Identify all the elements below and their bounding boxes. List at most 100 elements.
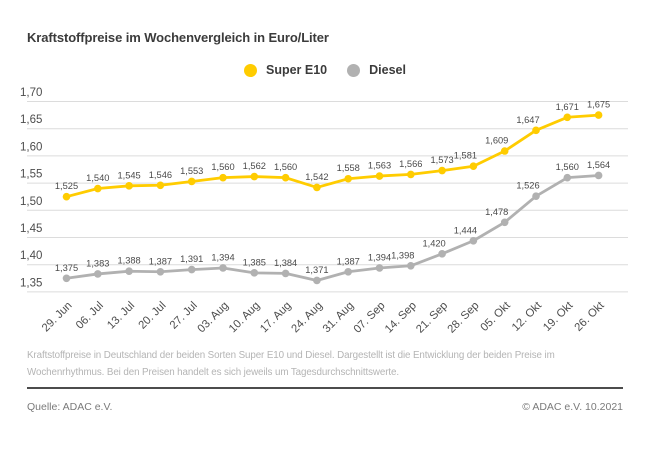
footer-divider: [27, 387, 623, 389]
x-axis-date-label: 17. Aug: [258, 300, 294, 336]
y-axis-tick-label: 1,45: [20, 223, 42, 235]
diesel-value-label: 1,383: [86, 258, 109, 268]
x-axis-date-label: 31. Aug: [321, 300, 357, 336]
super-e10-value-label: 1,553: [180, 166, 203, 176]
diesel-value-label: 1,391: [180, 254, 203, 264]
legend-item-diesel: Diesel: [347, 63, 406, 77]
diesel-point: [219, 264, 227, 272]
legend-label-super-e10: Super E10: [266, 63, 328, 77]
super-e10-point: [407, 170, 415, 179]
super-e10-point: [375, 172, 384, 180]
super-e10-point: [94, 184, 102, 193]
super-e10-value-label: 1,560: [211, 162, 234, 172]
diesel-value-label: 1,394: [211, 252, 234, 262]
super-e10-value-label: 1,545: [117, 170, 140, 180]
chart-title: Kraftstoffpreise im Wochenvergleich in E…: [27, 30, 329, 45]
diesel-point: [156, 267, 165, 276]
diesel-point: [375, 264, 384, 272]
diesel-value-label: 1,387: [337, 256, 360, 266]
diesel-value-label: 1,394: [368, 252, 391, 262]
x-axis-date-label: 24. Aug: [289, 300, 325, 336]
x-axis-date-label: 20. Jul: [136, 300, 168, 332]
x-axis-date-label: 05. Okt: [479, 299, 514, 334]
super-e10-point: [594, 111, 603, 119]
super-e10-point: [62, 192, 71, 201]
diesel-line: [65, 174, 600, 282]
diesel-point: [125, 267, 133, 276]
diesel-point: [594, 171, 603, 180]
super-e10-point: [563, 113, 572, 122]
super-e10-value-label: 1,647: [516, 115, 539, 125]
diesel-value-label: 1,526: [516, 181, 539, 191]
chart-caption: Kraftstoffpreise in Deutschland der beid…: [27, 350, 555, 378]
diesel-value-label: 1,388: [117, 256, 140, 266]
x-axis-date-label: 13. Jul: [105, 300, 137, 332]
diesel-dot-icon: [347, 63, 361, 77]
diesel-point: [500, 218, 509, 227]
x-axis-date-label: 12. Okt: [510, 299, 545, 334]
diesel-point: [438, 250, 446, 258]
super-e10-value-label: 1,573: [430, 155, 453, 165]
x-axis-date-label: 21. Sep: [414, 300, 450, 336]
diesel-point: [469, 236, 478, 245]
super-e10-value-label: 1,546: [149, 170, 172, 180]
diesel-value-label: 1,385: [243, 257, 266, 267]
x-axis-date-label: 06. Jul: [74, 300, 106, 332]
x-axis-date-label: 19. Okt: [541, 299, 576, 334]
x-axis-date-label: 28. Sep: [445, 300, 481, 336]
y-axis-tick-label: 1,35: [20, 277, 42, 289]
diesel-point: [62, 274, 71, 283]
super-e10-point: [156, 181, 165, 190]
super-e10-point: [532, 126, 540, 135]
super-e10-value-label: 1,525: [55, 181, 78, 191]
y-axis-tick-label: 1,65: [20, 114, 42, 126]
diesel-value-label: 1,420: [422, 238, 445, 248]
super-e10-point: [438, 166, 446, 175]
legend-item-super-e10: Super E10: [244, 63, 327, 77]
diesel-point: [187, 265, 196, 274]
diesel-value-label: 1,560: [556, 162, 579, 172]
super-e10-value-label: 1,562: [243, 161, 266, 171]
diesel-point: [313, 276, 321, 285]
super-e10-value-label: 1,563: [368, 161, 391, 171]
y-axis-tick-label: 1,40: [20, 250, 42, 262]
x-axis-date-label: 14. Sep: [383, 300, 419, 336]
diesel-point: [250, 269, 259, 277]
super-e10-value-label: 1,542: [305, 172, 328, 182]
diesel-value-label: 1,387: [149, 256, 172, 266]
diesel-point: [532, 192, 540, 200]
diesel-value-label: 1,564: [587, 160, 610, 170]
y-axis-tick-label: 1,60: [20, 141, 42, 153]
legend-label-diesel: Diesel: [369, 63, 406, 77]
super-e10-point: [344, 174, 353, 183]
super-e10-value-label: 1,566: [399, 159, 422, 169]
super-e10-value-label: 1,540: [86, 173, 109, 183]
super-e10-dot-icon: [244, 63, 257, 77]
super-e10-point: [469, 162, 478, 171]
super-e10-point: [187, 177, 196, 186]
diesel-point: [344, 267, 353, 276]
source-text: Quelle: ADAC e.V.: [27, 401, 113, 413]
x-axis-date-label: 29. Jun: [40, 300, 75, 335]
super-e10-point: [500, 147, 509, 155]
super-e10-point: [313, 183, 321, 192]
diesel-point: [281, 269, 290, 278]
y-axis-tick-label: 1,50: [20, 196, 42, 208]
diesel-point: [407, 261, 415, 270]
diesel-value-label: 1,398: [391, 250, 414, 260]
super-e10-point: [281, 173, 290, 182]
super-e10-value-label: 1,558: [337, 163, 360, 173]
y-axis-tick-label: 1,55: [20, 169, 42, 181]
y-axis-tick-label: 1,70: [20, 87, 42, 99]
super-e10-value-label: 1,560: [274, 162, 297, 172]
diesel-point: [563, 173, 572, 182]
x-axis-date-label: 26. Okt: [572, 299, 607, 334]
diesel-value-label: 1,444: [454, 225, 477, 235]
super-e10-value-label: 1,609: [485, 136, 508, 146]
x-axis-date-label: 07. Sep: [352, 300, 388, 336]
diesel-value-label: 1,371: [305, 265, 328, 275]
super-e10-value-label: 1,671: [556, 102, 579, 112]
super-e10-line: [65, 113, 600, 199]
